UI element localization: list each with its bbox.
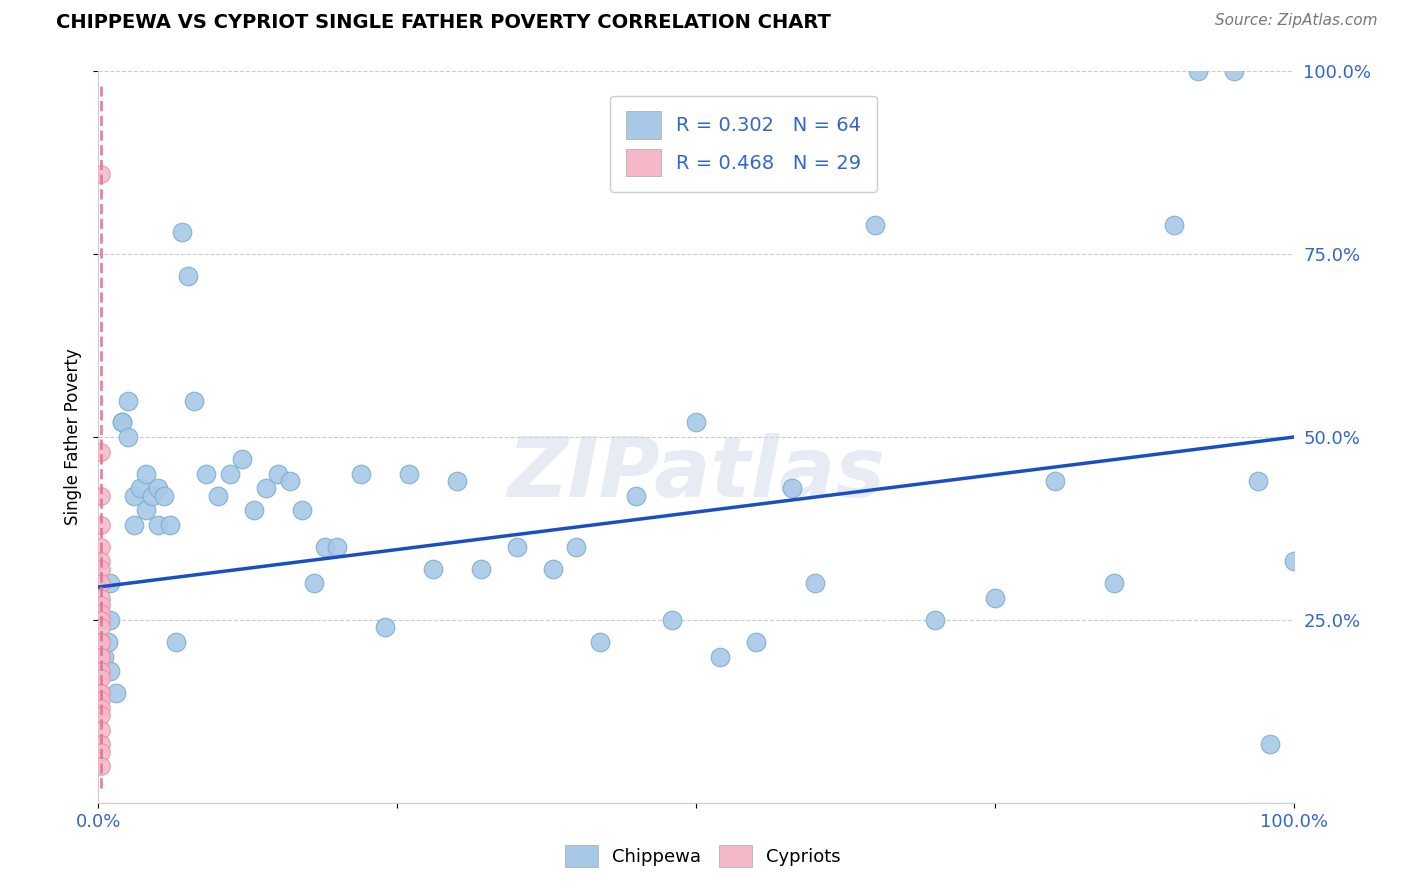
Point [90, 664, 112, 678]
Point [172, 225, 194, 239]
Point [90, 737, 112, 751]
Y-axis label: Single Father Poverty: Single Father Poverty [65, 349, 83, 525]
Point [90, 686, 112, 700]
Point [685, 416, 707, 430]
Point [148, 481, 170, 495]
Point [90, 664, 112, 678]
Text: CHIPPEWA VS CYPRIOT SINGLE FATHER POVERTY CORRELATION CHART: CHIPPEWA VS CYPRIOT SINGLE FATHER POVERT… [56, 13, 831, 32]
Point [90, 444, 112, 458]
Point [207, 489, 229, 503]
Point [291, 503, 314, 517]
Point [111, 416, 134, 430]
Legend: Chippewa, Cypriots: Chippewa, Cypriots [558, 838, 848, 874]
Point [93, 649, 115, 664]
Point [97, 635, 120, 649]
Point [243, 503, 266, 517]
Point [90, 540, 112, 554]
Point [90, 613, 112, 627]
Point [326, 540, 349, 554]
Point [278, 474, 301, 488]
Point [506, 540, 529, 554]
Point [470, 562, 492, 576]
Point [984, 591, 1007, 605]
Point [661, 613, 683, 627]
Point [194, 467, 218, 481]
Point [626, 489, 648, 503]
Point [90, 708, 112, 723]
Point [177, 269, 200, 284]
Point [98, 664, 122, 678]
Point [98, 613, 122, 627]
Point [565, 540, 588, 554]
Point [315, 540, 337, 554]
Point [1163, 218, 1185, 232]
Point [804, 576, 827, 591]
Point [124, 517, 146, 532]
Point [398, 467, 420, 481]
Point [90, 700, 112, 714]
Point [90, 759, 112, 773]
Point [165, 635, 187, 649]
Point [541, 562, 564, 576]
Point [1043, 474, 1066, 488]
Point [302, 576, 325, 591]
Point [90, 167, 112, 181]
Point [1187, 64, 1209, 78]
Point [745, 635, 768, 649]
Point [90, 686, 112, 700]
Point [231, 452, 253, 467]
Point [105, 686, 128, 700]
Point [90, 693, 112, 707]
Point [267, 467, 290, 481]
Point [90, 745, 112, 759]
Point [90, 489, 112, 503]
Point [446, 474, 468, 488]
Point [153, 489, 176, 503]
Point [90, 606, 112, 620]
Point [90, 635, 112, 649]
Point [90, 591, 112, 605]
Point [589, 635, 612, 649]
Point [90, 517, 112, 532]
Point [1102, 576, 1125, 591]
Point [90, 554, 112, 568]
Legend: R = 0.302   N = 64, R = 0.468   N = 29: R = 0.302 N = 64, R = 0.468 N = 29 [610, 95, 877, 192]
Point [709, 649, 731, 664]
Point [1222, 64, 1246, 78]
Point [159, 517, 181, 532]
Point [90, 672, 112, 686]
Point [129, 481, 152, 495]
Point [254, 481, 277, 495]
Point [141, 489, 163, 503]
Point [135, 503, 157, 517]
Point [780, 481, 803, 495]
Point [1246, 474, 1268, 488]
Point [111, 416, 134, 430]
Point [90, 576, 112, 591]
Point [90, 635, 112, 649]
Point [1282, 554, 1305, 568]
Point [90, 599, 112, 613]
Point [924, 613, 946, 627]
Text: ZIPatlas: ZIPatlas [508, 434, 884, 514]
Point [90, 649, 112, 664]
Point [90, 620, 112, 634]
Point [117, 430, 139, 444]
Point [90, 649, 112, 664]
Point [422, 562, 444, 576]
Point [863, 218, 887, 232]
Point [90, 562, 112, 576]
Point [124, 489, 146, 503]
Point [350, 467, 373, 481]
Point [135, 467, 157, 481]
Point [98, 576, 122, 591]
Point [374, 620, 396, 634]
Point [1258, 737, 1281, 751]
Point [117, 393, 139, 408]
Text: Source: ZipAtlas.com: Source: ZipAtlas.com [1215, 13, 1378, 29]
Point [183, 393, 205, 408]
Point [219, 467, 242, 481]
Point [90, 723, 112, 737]
Point [148, 517, 170, 532]
